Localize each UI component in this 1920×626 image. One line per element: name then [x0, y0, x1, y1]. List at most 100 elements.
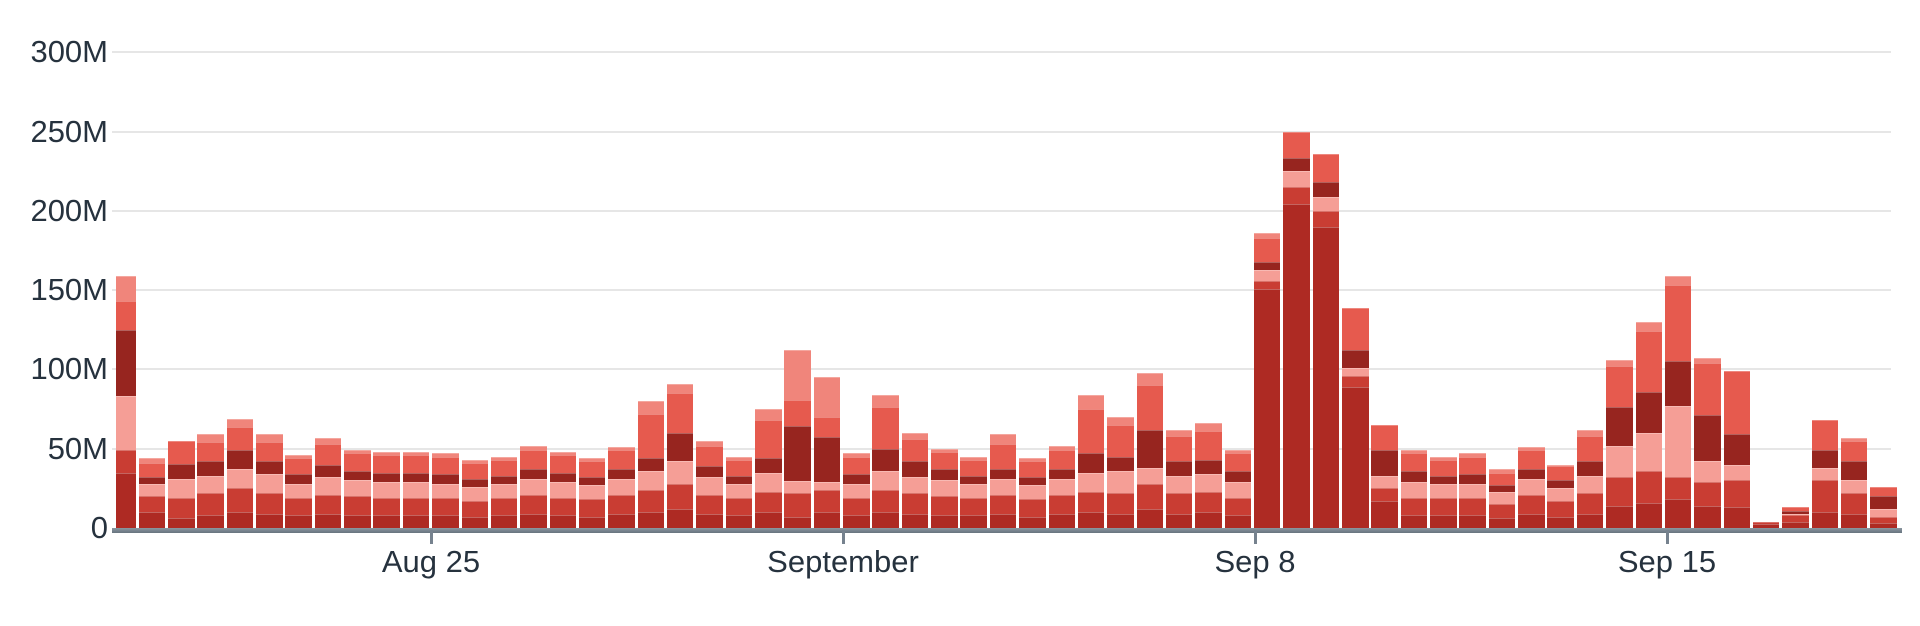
bar[interactable]: [138, 458, 166, 528]
bar[interactable]: [755, 409, 782, 528]
bar-segment: [1136, 508, 1164, 528]
bar-segment: [784, 493, 811, 517]
bar-segment: [1576, 429, 1604, 437]
bar-segment: [432, 453, 459, 457]
bar-segment: [549, 455, 577, 473]
bar[interactable]: [1547, 464, 1574, 528]
bar-segment: [373, 451, 400, 456]
bar[interactable]: [901, 432, 929, 528]
bar[interactable]: [1253, 233, 1281, 528]
bar[interactable]: [256, 434, 283, 528]
bar-segment: [1136, 467, 1164, 484]
bar[interactable]: [1107, 417, 1134, 528]
bar[interactable]: [432, 453, 459, 528]
bar[interactable]: [1811, 420, 1839, 528]
bar[interactable]: [1752, 521, 1780, 528]
bar-segment: [1283, 204, 1310, 528]
bar-segment: [666, 393, 694, 433]
bar[interactable]: [1077, 394, 1105, 528]
bar-segment: [1811, 512, 1839, 528]
bar[interactable]: [226, 418, 254, 528]
bar[interactable]: [168, 440, 195, 528]
bar[interactable]: [1606, 359, 1633, 528]
bar[interactable]: [1430, 456, 1457, 528]
bar[interactable]: [1371, 424, 1398, 528]
bar-segment: [1723, 507, 1751, 528]
bar[interactable]: [1518, 447, 1545, 528]
bar[interactable]: [1283, 131, 1310, 528]
bar-segment: [549, 451, 577, 456]
bar[interactable]: [344, 450, 371, 528]
bar-segment: [1165, 493, 1193, 514]
bar[interactable]: [520, 445, 547, 528]
bar[interactable]: [1312, 153, 1340, 528]
bar[interactable]: [402, 451, 430, 528]
bar[interactable]: [1459, 453, 1486, 528]
bar-segment: [813, 489, 841, 513]
bar-segment: [1430, 483, 1457, 498]
bar-segment: [1870, 516, 1897, 524]
bar[interactable]: [696, 440, 723, 528]
bar[interactable]: [960, 456, 987, 528]
bar[interactable]: [1019, 458, 1046, 528]
bar[interactable]: [115, 275, 136, 528]
bar[interactable]: [989, 434, 1017, 528]
bar[interactable]: [1664, 275, 1692, 528]
bar-segment: [1048, 445, 1075, 451]
bar-segment: [960, 497, 987, 516]
bar[interactable]: [314, 437, 342, 528]
bar[interactable]: [373, 451, 400, 528]
bar[interactable]: [666, 383, 694, 528]
bar[interactable]: [637, 401, 665, 528]
bar-segment: [1283, 158, 1310, 172]
bar[interactable]: [872, 394, 899, 528]
bar[interactable]: [1342, 307, 1369, 528]
bar-segment: [1048, 469, 1075, 479]
bar[interactable]: [1635, 321, 1662, 528]
bar[interactable]: [549, 451, 577, 528]
bar[interactable]: [608, 447, 635, 528]
bar[interactable]: [1048, 445, 1075, 528]
bar[interactable]: [1840, 437, 1868, 528]
bar-segment: [226, 488, 254, 513]
bar[interactable]: [197, 434, 224, 528]
bar[interactable]: [1400, 450, 1428, 528]
bar[interactable]: [1576, 429, 1604, 528]
bar-segment: [520, 478, 547, 495]
bar-segment: [1019, 461, 1046, 478]
bar[interactable]: [1165, 429, 1193, 528]
bar[interactable]: [725, 456, 753, 528]
bar[interactable]: [490, 456, 518, 528]
bar-segment: [1488, 518, 1516, 528]
bar[interactable]: [784, 350, 811, 528]
bar-segment: [1694, 505, 1721, 528]
bar[interactable]: [843, 453, 870, 528]
bar-segment: [901, 461, 929, 478]
bar[interactable]: [1870, 486, 1897, 528]
bar-segment: [1107, 424, 1134, 457]
bar-segment: [1635, 470, 1662, 503]
bar-segment: [461, 501, 488, 517]
bar-segment: [1019, 477, 1046, 486]
bar[interactable]: [1694, 358, 1721, 528]
plot-area[interactable]: [115, 0, 1898, 528]
bar[interactable]: [1488, 469, 1516, 528]
bar[interactable]: [1723, 371, 1751, 528]
bar-segment: [725, 456, 753, 460]
bar-segment: [1342, 375, 1369, 387]
bar[interactable]: [1136, 372, 1164, 528]
bar[interactable]: [578, 458, 606, 528]
bar-segment: [1165, 475, 1193, 494]
bar[interactable]: [285, 455, 312, 528]
bar[interactable]: [931, 448, 958, 528]
bar[interactable]: [813, 377, 841, 528]
bar-segment: [1312, 226, 1340, 528]
bar[interactable]: [461, 459, 488, 528]
bar-segment: [1576, 493, 1604, 514]
bar[interactable]: [1224, 450, 1252, 528]
bar[interactable]: [1782, 507, 1809, 528]
bar-segment: [1606, 366, 1633, 408]
bar[interactable]: [1195, 423, 1222, 528]
bar-segment: [931, 496, 958, 516]
